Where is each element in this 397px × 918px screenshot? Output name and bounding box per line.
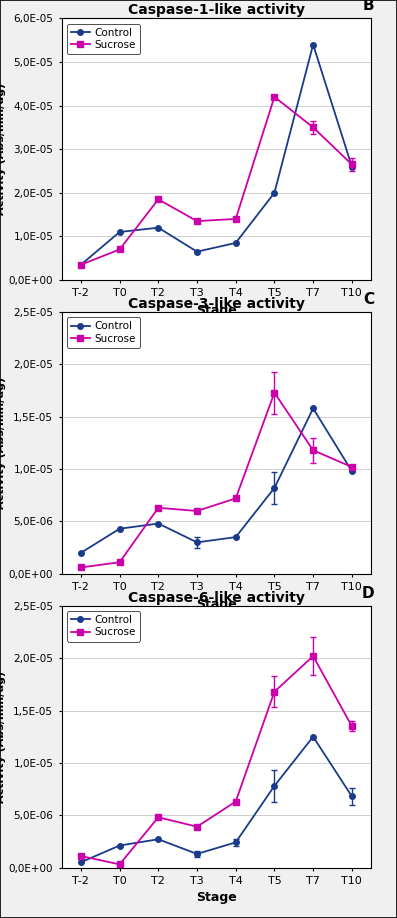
Line: Sucrose: Sucrose xyxy=(78,94,355,267)
Sucrose xyxy=(272,686,277,697)
Line: Sucrose: Sucrose xyxy=(78,390,355,570)
X-axis label: Stage: Stage xyxy=(196,891,237,904)
Sucrose xyxy=(117,244,122,255)
Control xyxy=(349,465,354,476)
Control xyxy=(79,547,83,558)
Sucrose xyxy=(272,91,277,102)
Text: C: C xyxy=(363,292,374,307)
Line: Sucrose: Sucrose xyxy=(78,654,355,868)
Sucrose xyxy=(117,556,122,567)
Text: B: B xyxy=(363,0,374,13)
Control xyxy=(233,238,238,249)
Y-axis label: Activity (Abs/min/ug): Activity (Abs/min/ug) xyxy=(0,671,6,802)
Sucrose xyxy=(79,259,83,270)
Sucrose xyxy=(233,796,238,807)
Sucrose xyxy=(195,216,199,227)
Sucrose xyxy=(311,122,316,133)
Sucrose xyxy=(349,159,354,170)
Control xyxy=(117,840,122,851)
Control xyxy=(233,532,238,543)
Sucrose xyxy=(311,444,316,455)
Sucrose xyxy=(79,850,83,861)
Sucrose xyxy=(195,506,199,517)
Sucrose xyxy=(156,194,161,205)
Text: D: D xyxy=(362,586,374,600)
Legend: Control, Sucrose: Control, Sucrose xyxy=(67,318,141,348)
Y-axis label: Activity (Abs/min/ug): Activity (Abs/min/ug) xyxy=(0,84,6,215)
Sucrose xyxy=(233,493,238,504)
Line: Control: Control xyxy=(78,41,355,267)
Control xyxy=(272,483,277,494)
Control xyxy=(117,523,122,534)
Control xyxy=(311,39,316,50)
Control xyxy=(311,731,316,742)
Line: Control: Control xyxy=(78,406,355,555)
Control xyxy=(272,780,277,791)
Control xyxy=(195,537,199,548)
Sucrose xyxy=(156,812,161,823)
Sucrose xyxy=(349,462,354,473)
Control xyxy=(233,837,238,848)
Sucrose xyxy=(311,651,316,662)
Line: Control: Control xyxy=(78,733,355,865)
Sucrose xyxy=(79,562,83,573)
Sucrose xyxy=(272,387,277,398)
Title: Caspase-1-like activity: Caspase-1-like activity xyxy=(128,3,305,17)
Control xyxy=(195,848,199,859)
Control xyxy=(156,834,161,845)
Control xyxy=(272,187,277,198)
Control xyxy=(349,790,354,801)
Title: Caspase-3-like activity: Caspase-3-like activity xyxy=(128,297,305,311)
X-axis label: Stage: Stage xyxy=(196,598,237,610)
Control xyxy=(156,518,161,529)
Title: Caspase-6-like activity: Caspase-6-like activity xyxy=(128,590,305,605)
Control xyxy=(349,161,354,172)
Sucrose xyxy=(233,213,238,224)
Sucrose xyxy=(156,502,161,513)
Y-axis label: Activity (Abs/min/ug): Activity (Abs/min/ug) xyxy=(0,377,6,509)
Sucrose xyxy=(195,822,199,833)
Control xyxy=(156,222,161,233)
Control xyxy=(117,227,122,238)
Control xyxy=(79,856,83,868)
Legend: Control, Sucrose: Control, Sucrose xyxy=(67,24,141,54)
Control xyxy=(311,403,316,414)
Sucrose xyxy=(349,721,354,732)
Control xyxy=(195,246,199,257)
Legend: Control, Sucrose: Control, Sucrose xyxy=(67,611,141,642)
Sucrose xyxy=(117,859,122,870)
Control xyxy=(79,259,83,270)
X-axis label: Stage: Stage xyxy=(196,304,237,317)
